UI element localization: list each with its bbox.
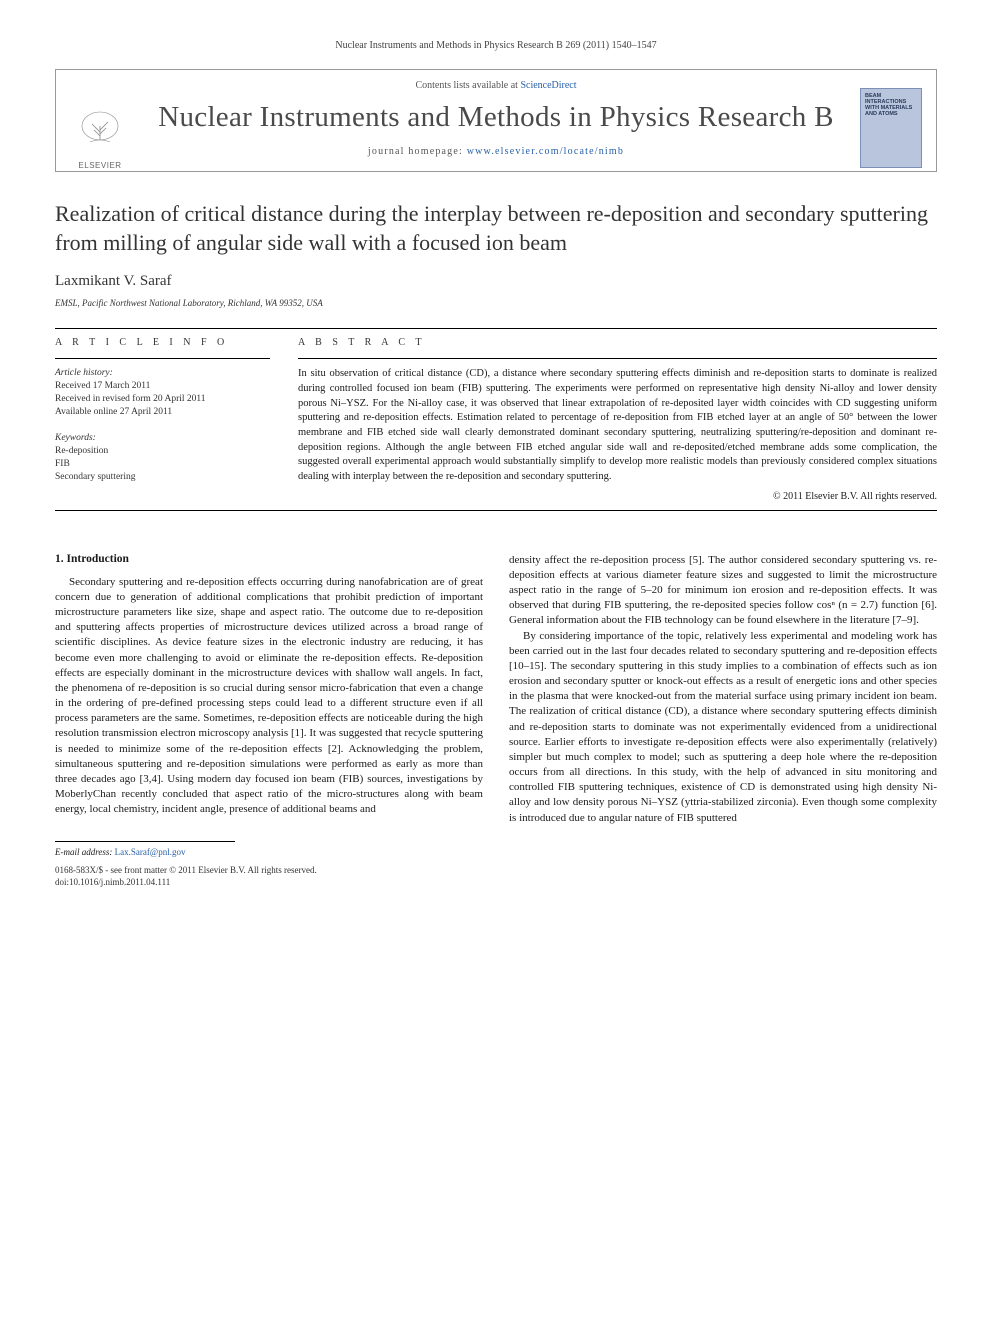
info-abstract-row: A R T I C L E I N F O Article history: R… [55,337,937,502]
journal-reference: Nuclear Instruments and Methods in Physi… [55,40,937,51]
body-paragraph: Secondary sputtering and re-deposition e… [55,575,483,818]
keywords-block: Keywords: Re-deposition FIB Secondary sp… [55,432,270,483]
body-column-right: density affect the re-deposition process… [509,553,937,889]
divider [298,358,937,359]
article-history: Article history: Received 17 March 2011 … [55,367,270,418]
contents-list-prefix: Contents lists available at [415,80,520,91]
email-link[interactable]: Lax.Saraf@pnl.gov [115,847,186,857]
keyword: Secondary sputtering [55,471,270,484]
cover-text: BEAM INTERACTIONS WITH MATERIALS AND ATO… [865,93,917,117]
footer-line: 0168-583X/$ - see front matter © 2011 El… [55,865,483,877]
section-heading: 1. Introduction [55,553,483,565]
article-info-label: A R T I C L E I N F O [55,337,270,348]
author-name: Laxmikant V. Saraf [55,273,937,290]
history-heading: Article history: [55,367,270,380]
body-paragraph: density affect the re-deposition process… [509,553,937,629]
contents-list-line: Contents lists available at ScienceDirec… [74,80,918,91]
homepage-link[interactable]: www.elsevier.com/locate/nimb [467,146,624,157]
article-title: Realization of critical distance during … [55,200,937,257]
article-info-column: A R T I C L E I N F O Article history: R… [55,337,270,502]
body-columns: 1. Introduction Secondary sputtering and… [55,553,937,889]
journal-cover-thumbnail: BEAM INTERACTIONS WITH MATERIALS AND ATO… [860,88,922,168]
body-paragraph: By considering importance of the topic, … [509,629,937,826]
elsevier-logo: ELSEVIER [70,108,130,174]
body-column-left: 1. Introduction Secondary sputtering and… [55,553,483,889]
history-line: Available online 27 April 2011 [55,406,270,419]
keyword: Re-deposition [55,445,270,458]
email-label: E-mail address: [55,847,115,857]
abstract-column: A B S T R A C T In situ observation of c… [298,337,937,502]
divider [55,358,270,359]
divider [55,328,937,329]
keywords-heading: Keywords: [55,432,270,445]
abstract-label: A B S T R A C T [298,337,937,348]
publisher-name: ELSEVIER [70,161,130,170]
email-block: E-mail address: Lax.Saraf@pnl.gov [55,841,235,857]
abstract-copyright: © 2011 Elsevier B.V. All rights reserved… [298,491,937,502]
sciencedirect-link[interactable]: ScienceDirect [520,80,576,91]
journal-title: Nuclear Instruments and Methods in Physi… [74,101,918,134]
footer-doi: doi:10.1016/j.nimb.2011.04.111 [55,877,483,889]
keyword: FIB [55,458,270,471]
history-line: Received in revised form 20 April 2011 [55,393,270,406]
author-affiliation: EMSL, Pacific Northwest National Laborat… [55,298,937,308]
homepage-prefix: journal homepage: [368,146,467,157]
abstract-text: In situ observation of critical distance… [298,367,937,485]
header-panel: ELSEVIER BEAM INTERACTIONS WITH MATERIAL… [55,69,937,172]
history-line: Received 17 March 2011 [55,380,270,393]
divider [55,510,937,511]
homepage-line: journal homepage: www.elsevier.com/locat… [74,146,918,157]
footer-block: 0168-583X/$ - see front matter © 2011 El… [55,865,483,888]
